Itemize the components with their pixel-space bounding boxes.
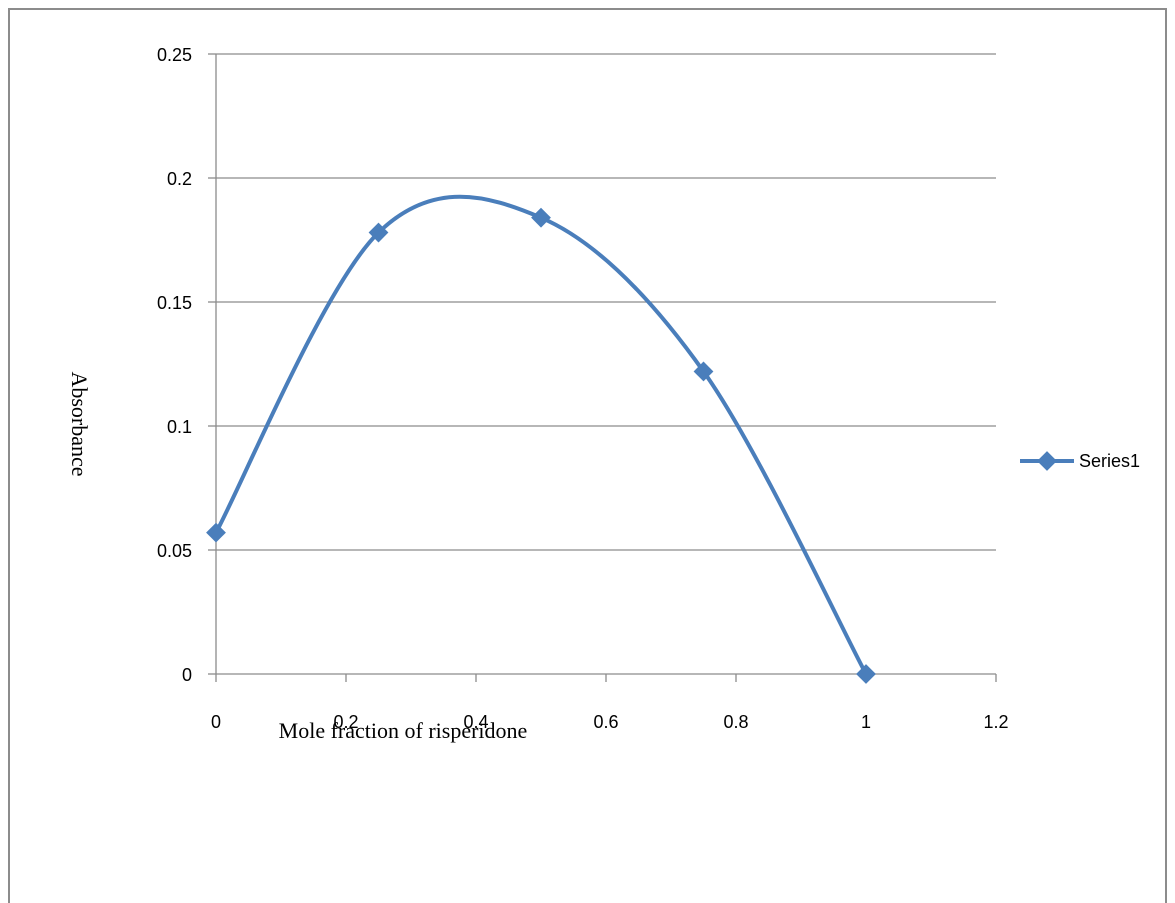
x-tick-label: 0.2	[333, 712, 358, 732]
grid-lines	[216, 53, 996, 551]
y-tick-label: 0.1	[167, 417, 192, 437]
y-axis-title: Absorbance	[67, 371, 92, 476]
chart-frame	[8, 8, 1167, 903]
data-point-marker	[856, 664, 876, 684]
data-point-marker	[368, 222, 389, 243]
legend-marker	[1037, 451, 1057, 471]
axes	[208, 53, 997, 682]
y-tick-label: 0.05	[157, 541, 192, 561]
x-tick-label: 1	[861, 712, 871, 732]
legend-label: Series1	[1079, 451, 1140, 471]
data-point-marker	[693, 361, 714, 382]
x-tick-label: 0.8	[723, 712, 748, 732]
x-tick-label: 1.2	[983, 712, 1008, 732]
x-tick-label: 0.6	[593, 712, 618, 732]
y-tick-label: 0.15	[157, 293, 192, 313]
data-point-marker	[531, 207, 551, 228]
x-tick-label: 0.4	[463, 712, 488, 732]
y-tick-label: 0.2	[167, 169, 192, 189]
data-point-marker	[206, 522, 226, 543]
y-tick-label: 0	[182, 665, 192, 685]
x-tick-label: 0	[211, 712, 221, 732]
y-tick-labels: 0 0.05 0.1 0.15 0.2 0.25	[157, 45, 192, 685]
x-axis-title: Mole fraction of risperidone	[279, 718, 528, 743]
series-line	[214, 194, 868, 675]
legend: Series1	[1020, 451, 1140, 471]
y-tick-label: 0.25	[157, 45, 192, 65]
series-layer	[206, 194, 876, 684]
x-tick-labels: 0 0.2 0.4 0.6 0.8 1 1.2	[211, 712, 1009, 732]
